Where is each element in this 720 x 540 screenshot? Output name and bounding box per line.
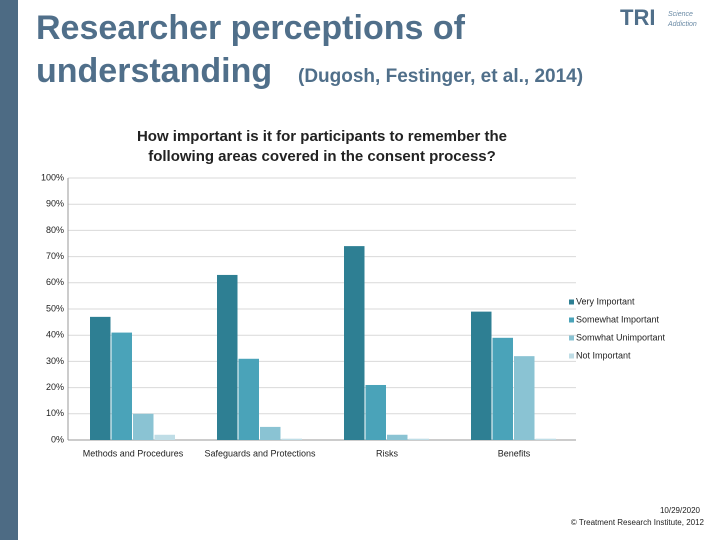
y-tick-label: 20% bbox=[46, 382, 64, 392]
bar bbox=[344, 246, 365, 440]
y-tick-label: 70% bbox=[46, 251, 64, 261]
bar bbox=[90, 316, 111, 440]
logo-text: Addiction bbox=[667, 21, 697, 28]
y-tick-label: 40% bbox=[46, 330, 64, 340]
legend-label: Somwhat Unimportant bbox=[576, 332, 666, 342]
bar bbox=[238, 358, 259, 440]
bar bbox=[492, 337, 513, 440]
x-tick-label: Methods and Procedures bbox=[83, 448, 184, 458]
legend-label: Somewhat Important bbox=[576, 314, 660, 324]
side-bar bbox=[0, 0, 18, 540]
bar bbox=[111, 332, 132, 440]
y-tick-label: 10% bbox=[46, 408, 64, 418]
legend-label: Not Important bbox=[576, 350, 631, 360]
y-tick-label: 0% bbox=[51, 434, 64, 444]
bar bbox=[535, 438, 556, 440]
date: 10/29/2020 bbox=[660, 506, 701, 515]
logo-text: Science bbox=[668, 11, 693, 18]
x-tick-label: Safeguards and Protections bbox=[204, 448, 316, 458]
bar bbox=[387, 434, 408, 440]
bar bbox=[514, 356, 535, 440]
y-tick-label: 90% bbox=[46, 199, 64, 209]
citation: (Dugosh, Festinger, et al., 2014) bbox=[298, 66, 583, 87]
title-line1: Researcher perceptions of bbox=[36, 9, 466, 47]
bar bbox=[260, 426, 281, 440]
legend-swatch bbox=[569, 299, 574, 305]
bar bbox=[133, 413, 154, 440]
legend-swatch bbox=[569, 317, 574, 323]
legend-label: Very Important bbox=[576, 296, 635, 306]
x-tick-label: Benefits bbox=[498, 448, 531, 458]
legend-swatch bbox=[569, 335, 574, 341]
legend-swatch bbox=[569, 353, 574, 359]
y-tick-label: 60% bbox=[46, 277, 64, 287]
y-tick-label: 80% bbox=[46, 225, 64, 235]
bar bbox=[408, 438, 429, 440]
bar bbox=[281, 438, 302, 440]
bar bbox=[154, 434, 175, 440]
bar bbox=[217, 274, 238, 440]
y-tick-label: 50% bbox=[46, 303, 64, 313]
y-tick-label: 30% bbox=[46, 356, 64, 366]
x-tick-label: Risks bbox=[376, 448, 398, 458]
copyright: © Treatment Research Institute, 2012 bbox=[571, 518, 705, 527]
chart-title: How important is it for participants to … bbox=[137, 128, 507, 165]
bar bbox=[471, 311, 492, 440]
bar bbox=[365, 384, 386, 440]
y-tick-label: 100% bbox=[41, 172, 64, 182]
logo: TRI bbox=[620, 5, 655, 30]
title-line2: understanding bbox=[36, 52, 272, 90]
